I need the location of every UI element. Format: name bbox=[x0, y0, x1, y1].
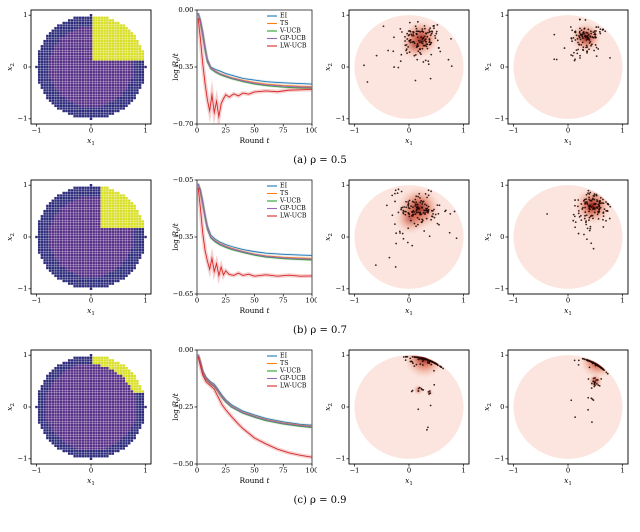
panels-row-a bbox=[0, 5, 640, 153]
caption-b: (b) ρ = 0.7 bbox=[293, 325, 347, 336]
density-plot-c-left bbox=[323, 345, 476, 493]
caption-c: (c) ρ = 0.9 bbox=[293, 495, 347, 506]
density-plot-a-left bbox=[323, 5, 476, 153]
regret-chart-a bbox=[164, 5, 317, 153]
figure-row-a: (a) ρ = 0.5 bbox=[0, 5, 640, 166]
region-plot-a bbox=[5, 5, 158, 153]
region-plot-b bbox=[5, 175, 158, 323]
density-plot-a-right bbox=[482, 5, 635, 153]
region-plot-c bbox=[5, 345, 158, 493]
regret-chart-b bbox=[164, 175, 317, 323]
figure-row-c: (c) ρ = 0.9 bbox=[0, 345, 640, 506]
figure-row-b: (b) ρ = 0.7 bbox=[0, 175, 640, 336]
density-plot-b-left bbox=[323, 175, 476, 323]
density-plot-b-right bbox=[482, 175, 635, 323]
caption-a: (a) ρ = 0.5 bbox=[293, 155, 347, 166]
panels-row-b bbox=[0, 175, 640, 323]
panels-row-c bbox=[0, 345, 640, 493]
density-plot-c-right bbox=[482, 345, 635, 493]
regret-chart-c bbox=[164, 345, 317, 493]
figure: (a) ρ = 0.5 (b) ρ = 0.7 (c) ρ = 0.9 bbox=[0, 5, 640, 506]
